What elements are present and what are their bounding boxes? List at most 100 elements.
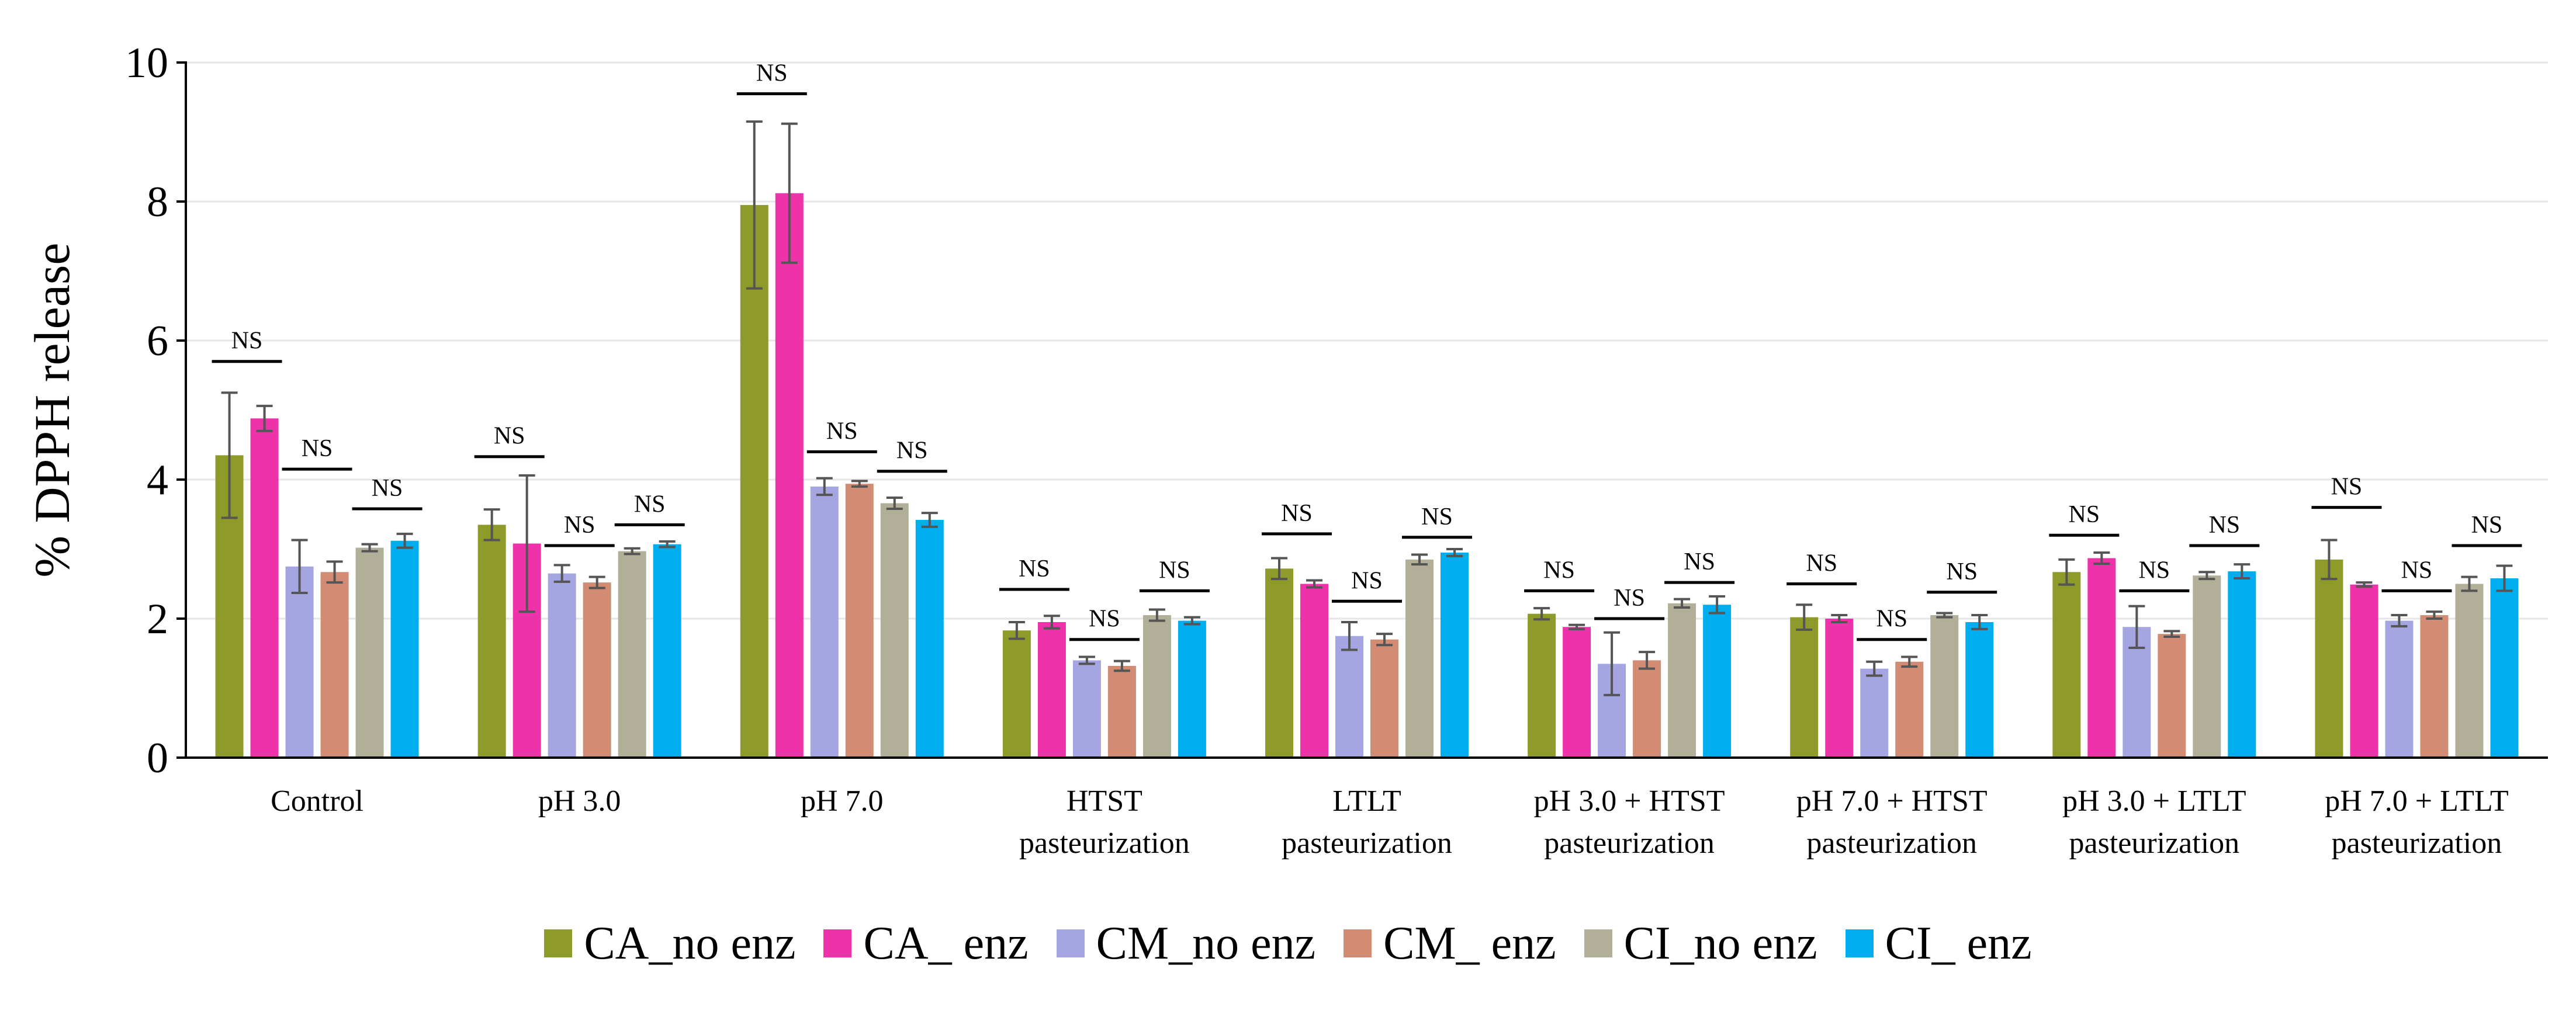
- y-tick-label: 10: [125, 39, 168, 87]
- legend-swatch: [1845, 929, 1874, 957]
- significance-label: NS: [2068, 501, 2100, 528]
- x-tick-label: pasteurization: [1544, 827, 1715, 860]
- legend-swatch: [823, 929, 852, 957]
- bar: [1668, 603, 1696, 758]
- significance-label: NS: [896, 438, 928, 464]
- x-tick-label: pasteurization: [1282, 827, 1452, 860]
- legend-swatch: [1584, 929, 1612, 957]
- legend-label: CA_no enz: [584, 917, 796, 969]
- legend-label: CI_no enz: [1623, 917, 1817, 969]
- significance-label: NS: [634, 491, 666, 518]
- significance-label: NS: [2138, 557, 2170, 584]
- bar: [2193, 575, 2221, 758]
- x-tick-label: pH 7.0 + LTLT: [2325, 785, 2508, 818]
- bar: [1563, 627, 1591, 758]
- legend-item: CM_ enz: [1344, 917, 1556, 970]
- x-tick-label: pH 3.0 + LTLT: [2062, 785, 2246, 818]
- significance-label: NS: [1543, 557, 1575, 584]
- legend-item: CI_no enz: [1584, 917, 1817, 970]
- bar: [1965, 622, 1994, 758]
- significance-label: NS: [1421, 504, 1453, 530]
- bar: [548, 573, 576, 758]
- bar: [1370, 639, 1398, 758]
- y-tick-label: 8: [147, 178, 168, 226]
- bar: [653, 544, 681, 758]
- bar: [2228, 571, 2256, 758]
- x-tick-label: pasteurization: [1019, 827, 1190, 860]
- x-tick-label: LTLT: [1332, 785, 1401, 818]
- bar: [2385, 620, 2414, 758]
- x-tick-label: pH 7.0: [801, 785, 884, 818]
- significance-label: NS: [494, 423, 525, 450]
- bar: [1930, 615, 1959, 758]
- bar: [1265, 568, 1293, 758]
- significance-label: NS: [564, 512, 595, 539]
- y-tick-label: 6: [147, 317, 168, 365]
- bar: [2315, 559, 2343, 758]
- bar: [1142, 615, 1171, 758]
- legend-swatch: [1056, 929, 1085, 957]
- bar: [1300, 584, 1328, 758]
- x-tick-label: pH 7.0 + HTST: [1796, 785, 1988, 818]
- significance-label: NS: [1684, 549, 1715, 575]
- significance-label: NS: [231, 328, 263, 355]
- x-tick-label: pH 3.0 + HTST: [1534, 785, 1725, 818]
- y-tick-label: 2: [147, 595, 168, 643]
- x-tick-label: pasteurization: [2332, 827, 2502, 860]
- bar: [1528, 613, 1556, 758]
- significance-label: NS: [1806, 550, 1837, 577]
- bar: [390, 540, 419, 758]
- significance-label: NS: [1281, 500, 1313, 527]
- bar: [1825, 619, 1854, 758]
- bar: [740, 204, 768, 758]
- bar: [1633, 660, 1661, 758]
- bar: [1107, 665, 1136, 758]
- y-axis-label: % DPPH release: [24, 242, 80, 577]
- bar: [583, 582, 611, 758]
- legend-label: CA_ enz: [863, 917, 1029, 969]
- significance-label: NS: [826, 418, 858, 445]
- bar: [810, 486, 839, 758]
- bar: [1860, 668, 1889, 758]
- significance-label: NS: [1351, 567, 1383, 594]
- bar: [477, 525, 506, 758]
- significance-label: NS: [2471, 512, 2503, 539]
- bar: [1002, 630, 1031, 758]
- bar: [1895, 661, 1924, 758]
- bar: [2455, 584, 2484, 758]
- bar: [1790, 617, 1819, 758]
- significance-label: NS: [372, 475, 403, 502]
- legend-label: CM_no enz: [1096, 917, 1316, 969]
- legend-item: CA_no enz: [544, 917, 795, 970]
- x-tick-label: Control: [271, 785, 363, 818]
- bar: [1178, 620, 1206, 758]
- bar: [845, 484, 874, 758]
- x-tick-label: HTST: [1067, 785, 1142, 818]
- bar: [2052, 572, 2081, 758]
- legend-item: CM_no enz: [1056, 917, 1316, 970]
- bar: [1405, 559, 1434, 758]
- bar: [1072, 660, 1101, 758]
- bar: [775, 193, 804, 758]
- bar: [2490, 578, 2519, 758]
- bar: [915, 520, 944, 758]
- bar: [1037, 622, 1066, 758]
- legend-label: CM_ enz: [1383, 917, 1556, 969]
- significance-label: NS: [1159, 557, 1190, 584]
- significance-label: NS: [1089, 606, 1120, 633]
- significance-label: NS: [2401, 557, 2433, 584]
- bar: [880, 503, 909, 758]
- legend-swatch: [544, 929, 573, 957]
- chart-legend: CA_no enz CA_ enz CM_no enz CM_ enz CI_no en…: [0, 911, 2576, 976]
- y-tick-label: 4: [147, 456, 168, 504]
- x-tick-label: pasteurization: [1806, 827, 1977, 860]
- legend-item: CI_ enz: [1845, 917, 2032, 970]
- significance-label: NS: [1614, 585, 1645, 612]
- significance-label: NS: [1876, 606, 1907, 633]
- significance-label: NS: [1019, 556, 1050, 582]
- significance-label: NS: [756, 60, 788, 87]
- bar: [618, 551, 646, 758]
- x-tick-label: pasteurization: [2069, 827, 2239, 860]
